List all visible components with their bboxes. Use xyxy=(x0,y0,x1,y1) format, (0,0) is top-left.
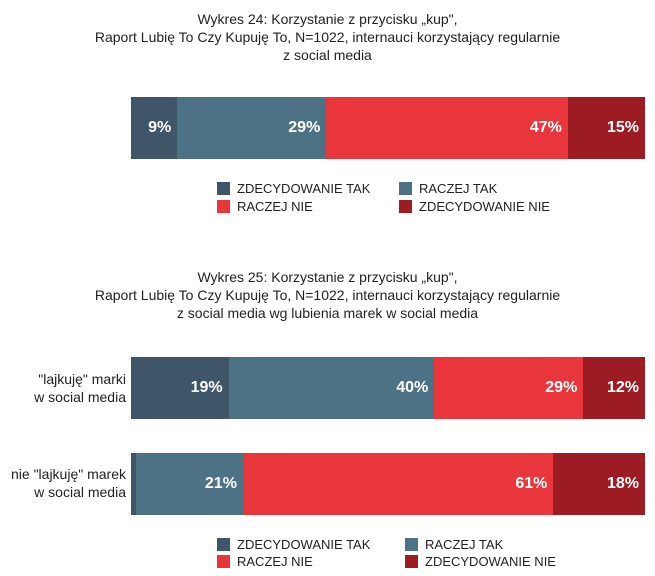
chart1-row1-seg-raczej-tak xyxy=(177,97,327,159)
chart2-bar-nie-lajkuje: 1%21%61%18% xyxy=(131,453,646,515)
legend2-label-zdecydowanie-tak: ZDECYDOWANIE TAK xyxy=(237,537,371,552)
chart2-title: Wykres 25: Korzystanie z przycisku „kup"… xyxy=(0,268,655,322)
legend2-swatch-zdecydowanie-tak xyxy=(217,538,230,551)
legend1-swatch-zdecydowanie-nie xyxy=(399,200,412,213)
chart2-row1-seg-raczej-nie xyxy=(434,357,584,419)
chart1-title-line2: Raport Lubię To Czy Kupuję To, N=1022, i… xyxy=(94,29,561,45)
legend2-item-zdecydowanie-tak: ZDECYDOWANIE TAK xyxy=(217,537,370,552)
chart2-row2-seg-raczej-tak xyxy=(136,453,244,515)
legend1-swatch-raczej-tak xyxy=(399,182,412,195)
legend1-item-zdecydowanie-tak: ZDECYDOWANIE TAK xyxy=(217,181,370,196)
legend2-item-zdecydowanie-nie: ZDECYDOWANIE NIE xyxy=(405,554,556,569)
chart2-row2-label-raczej-nie: 61% xyxy=(515,475,548,492)
chart2-row1-seg-zdecydowanie-tak xyxy=(131,357,230,419)
chart2-row1-label-zdecydowanie-tak: 19% xyxy=(190,379,223,396)
chart2-row1-seg-raczej-tak xyxy=(228,357,435,419)
legend2-label-raczej-tak: RACZEJ TAK xyxy=(425,537,504,552)
legend2-label-raczej-nie: RACZEJ NIE xyxy=(237,554,313,569)
legend1-label-zdecydowanie-tak: ZDECYDOWANIE TAK xyxy=(237,181,371,196)
chart2-row2-seg-raczej-nie xyxy=(242,453,554,515)
chart1-row1-seg-zdecydowanie-tak xyxy=(131,97,178,159)
legend1-item-raczej-tak: RACZEJ TAK xyxy=(399,181,497,196)
legend1-label-zdecydowanie-nie: ZDECYDOWANIE NIE xyxy=(419,199,550,214)
chart2-row1-label-raczej-nie: 29% xyxy=(545,379,578,396)
chart1-bar: 9% 29% 47% 15% xyxy=(131,97,646,159)
chart2-row1-seg-zdecydowanie-nie xyxy=(583,357,646,419)
chart2-title-line1: Wykres 25: Korzystanie z przycisku „kup"… xyxy=(197,269,458,285)
legend2-swatch-raczej-tak xyxy=(405,538,418,551)
legend1-swatch-raczej-nie xyxy=(217,200,230,213)
chart2-title-line2: Raport Lubię To Czy Kupuję To, N=1022, i… xyxy=(94,287,561,303)
chart2-row2-label-zdecydowanie-nie: 18% xyxy=(606,475,639,492)
legend1-label-raczej-tak: RACZEJ TAK xyxy=(419,181,498,196)
chart1-row1-label-zdecydowanie-nie: 15% xyxy=(606,119,639,136)
chart2-row-label-1-line1: "lajkuję" marki xyxy=(38,371,126,387)
chart2-row-label-2: nie "lajkuję" marek w social media xyxy=(11,465,126,501)
chart1-row1-label-raczej-nie: 47% xyxy=(529,119,562,136)
chart1-title-line3: z social media xyxy=(283,47,372,63)
chart1-row1-seg-zdecydowanie-nie xyxy=(567,97,646,159)
chart2-bar-lajkuje: 19% 40% 29% 12% xyxy=(131,357,646,419)
chart2-title-line3: z social media wg lubienia marek w socia… xyxy=(176,305,479,321)
chart1-row1-label-raczej-tak: 29% xyxy=(288,119,321,136)
legend1-item-zdecydowanie-nie: ZDECYDOWANIE NIE xyxy=(399,199,550,214)
chart2-row-label-2-line2: w social media xyxy=(34,484,126,500)
chart2-row2-label-raczej-tak: 21% xyxy=(204,475,237,492)
chart1-title-line1: Wykres 24: Korzystanie z przycisku „kup"… xyxy=(197,11,458,27)
legend2-swatch-raczej-nie xyxy=(217,555,230,568)
legend1-label-raczej-nie: RACZEJ NIE xyxy=(237,199,313,214)
legend1-swatch-zdecydowanie-tak xyxy=(217,182,230,195)
chart1-row1-label-zdecydowanie-tak: 9% xyxy=(148,119,172,136)
chart2-row2-seg-zdecydowanie-nie xyxy=(553,453,646,515)
legend2-swatch-zdecydowanie-nie xyxy=(405,555,418,568)
legend2-label-zdecydowanie-nie: ZDECYDOWANIE NIE xyxy=(425,554,556,569)
legend1-item-raczej-nie: RACZEJ NIE xyxy=(217,199,313,214)
chart2-row1-label-raczej-tak: 40% xyxy=(396,379,429,396)
chart2-row2-seg-zdecydowanie-tak xyxy=(131,453,137,515)
chart1-title: Wykres 24: Korzystanie z przycisku „kup"… xyxy=(0,10,655,64)
legend2-item-raczej-nie: RACZEJ NIE xyxy=(217,554,313,569)
legend2-item-raczej-tak: RACZEJ TAK xyxy=(405,537,503,552)
chart2-row-label-1: "lajkuję" marki w social media xyxy=(34,370,126,406)
chart2-row-label-2-line1: nie "lajkuję" marek xyxy=(11,466,126,482)
chart2-row1-label-zdecydowanie-nie: 12% xyxy=(606,379,639,396)
chart1-row1-seg-raczej-nie xyxy=(326,97,569,159)
chart2-row-label-1-line2: w social media xyxy=(34,389,126,405)
